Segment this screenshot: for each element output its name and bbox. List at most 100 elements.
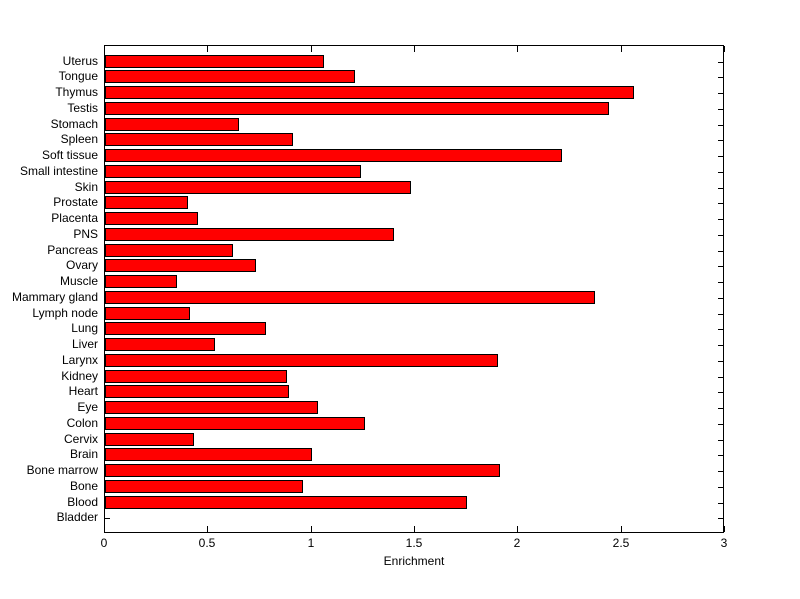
x-axis-tick-label: 2: [513, 536, 521, 550]
y-axis-tick-right: [718, 503, 723, 504]
y-axis-tick-right: [718, 487, 723, 488]
y-axis-tick-right: [718, 377, 723, 378]
x-axis-tick-top: [724, 46, 725, 52]
y-axis-tick: [105, 518, 110, 519]
y-axis-label: Stomach: [50, 117, 98, 131]
x-axis-tick-top: [414, 46, 415, 52]
y-axis-tick-right: [718, 471, 723, 472]
y-axis-label: Blood: [67, 495, 98, 509]
bar-lung: [105, 322, 266, 335]
bar-uterus: [105, 55, 324, 68]
y-axis-tick-right: [718, 314, 723, 315]
x-axis-tick-label: 0.5: [198, 536, 216, 550]
x-axis-tick: [724, 526, 725, 532]
bar-heart: [105, 385, 289, 398]
y-axis-tick-right: [718, 235, 723, 236]
y-axis-tick-right: [718, 77, 723, 78]
y-axis-label: Bladder: [56, 510, 98, 524]
x-axis-tick: [621, 526, 622, 532]
bar-lymph-node: [105, 307, 190, 320]
y-axis-tick-right: [718, 251, 723, 252]
y-axis-label: Lung: [71, 321, 98, 335]
y-axis-label: Cervix: [63, 432, 98, 446]
x-axis-tick-top: [517, 46, 518, 52]
y-axis-tick-right: [718, 392, 723, 393]
y-axis-tick-right: [718, 140, 723, 141]
y-axis-label: Kidney: [61, 369, 98, 383]
y-axis-tick-right: [718, 156, 723, 157]
bar-pns: [105, 228, 394, 241]
y-axis-tick-right: [718, 440, 723, 441]
y-axis-label: Lymph node: [32, 306, 98, 320]
bar-ovary: [105, 259, 256, 272]
bar-stomach: [105, 118, 239, 131]
y-axis-label: Brain: [69, 447, 98, 461]
y-axis-tick-right: [718, 455, 723, 456]
y-axis-tick-right: [718, 109, 723, 110]
bar-tongue: [105, 70, 355, 83]
bar-prostate: [105, 196, 188, 209]
y-axis-label: Bone marrow: [26, 463, 98, 477]
bar-pancreas: [105, 244, 233, 257]
y-axis-tick-right: [718, 203, 723, 204]
y-axis-label: Ovary: [65, 258, 98, 272]
x-axis-tick-top: [104, 46, 105, 52]
y-axis-tick-right: [718, 329, 723, 330]
bar-kidney: [105, 370, 287, 383]
y-axis-tick-right: [718, 62, 723, 63]
bar-bone-marrow: [105, 464, 500, 477]
bar-blood: [105, 496, 467, 509]
bar-bone: [105, 480, 303, 493]
bar-testis: [105, 102, 609, 115]
y-axis-tick-right: [718, 282, 723, 283]
bar-spleen: [105, 133, 293, 146]
bar-small-intestine: [105, 165, 361, 178]
bar-eye: [105, 401, 318, 414]
y-axis-label: Colon: [66, 416, 98, 430]
x-axis-tick-label: 3: [720, 536, 728, 550]
y-axis-label: Spleen: [60, 132, 98, 146]
y-axis-label: Eye: [77, 400, 98, 414]
y-axis-tick-right: [718, 345, 723, 346]
bar-muscle: [105, 275, 177, 288]
bar-soft-tissue: [105, 149, 562, 162]
y-axis-label: Mammary gland: [11, 290, 98, 304]
bar-skin: [105, 181, 411, 194]
x-axis-tick-top: [311, 46, 312, 52]
y-axis-tick-right: [718, 424, 723, 425]
y-axis-tick-right: [718, 408, 723, 409]
y-axis-tick-right: [718, 172, 723, 173]
y-axis-tick-right: [718, 518, 723, 519]
bar-placenta: [105, 212, 198, 225]
y-axis-tick-right: [718, 188, 723, 189]
x-axis-tick: [104, 526, 105, 532]
bar-liver: [105, 338, 215, 351]
y-axis-label: Small intestine: [19, 164, 98, 178]
y-axis-tick-right: [718, 361, 723, 362]
bar-cervix: [105, 433, 194, 446]
x-axis-tick: [207, 526, 208, 532]
y-axis-tick-right: [718, 125, 723, 126]
x-axis-tick-top: [207, 46, 208, 52]
y-axis-label: Prostate: [53, 195, 98, 209]
y-axis-label: Skin: [74, 180, 98, 194]
y-axis-tick-right: [718, 266, 723, 267]
x-axis-title: Enrichment: [383, 554, 445, 568]
y-axis-label: Placenta: [51, 211, 98, 225]
y-axis-tick-right: [718, 219, 723, 220]
y-axis-label: Soft tissue: [41, 148, 98, 162]
x-axis-tick: [517, 526, 518, 532]
y-axis-label: PNS: [73, 227, 98, 241]
plot-area: [104, 45, 725, 533]
y-axis-label: Tongue: [58, 69, 98, 83]
y-axis-label: Testis: [67, 101, 98, 115]
y-axis-label: Pancreas: [47, 243, 98, 257]
x-axis-tick-label: 1: [307, 536, 315, 550]
bar-mammary-gland: [105, 291, 595, 304]
x-axis-tick: [414, 526, 415, 532]
x-axis-tick-label: 1.5: [405, 536, 423, 550]
y-axis-label: Bone: [69, 479, 98, 493]
x-axis-tick-label: 2.5: [612, 536, 630, 550]
x-axis-tick-label: 0: [100, 536, 108, 550]
